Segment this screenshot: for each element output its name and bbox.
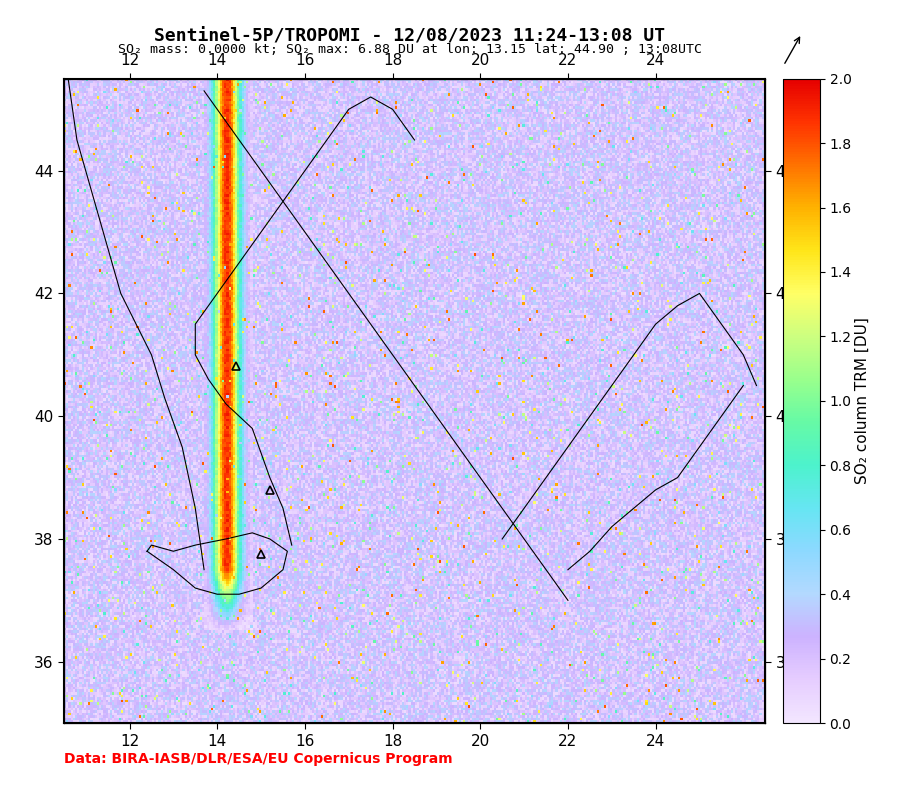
Text: Sentinel-5P/TROPOMI - 12/08/2023 11:24-13:08 UT: Sentinel-5P/TROPOMI - 12/08/2023 11:24-1… <box>154 28 666 46</box>
Y-axis label: SO₂ column TRM [DU]: SO₂ column TRM [DU] <box>855 318 869 484</box>
Text: SO₂ mass: 0.0000 kt; SO₂ max: 6.88 DU at lon: 13.15 lat: 44.90 ; 13:08UTC: SO₂ mass: 0.0000 kt; SO₂ max: 6.88 DU at… <box>118 43 702 57</box>
Text: Data: BIRA-IASB/DLR/ESA/EU Copernicus Program: Data: BIRA-IASB/DLR/ESA/EU Copernicus Pr… <box>64 752 453 766</box>
